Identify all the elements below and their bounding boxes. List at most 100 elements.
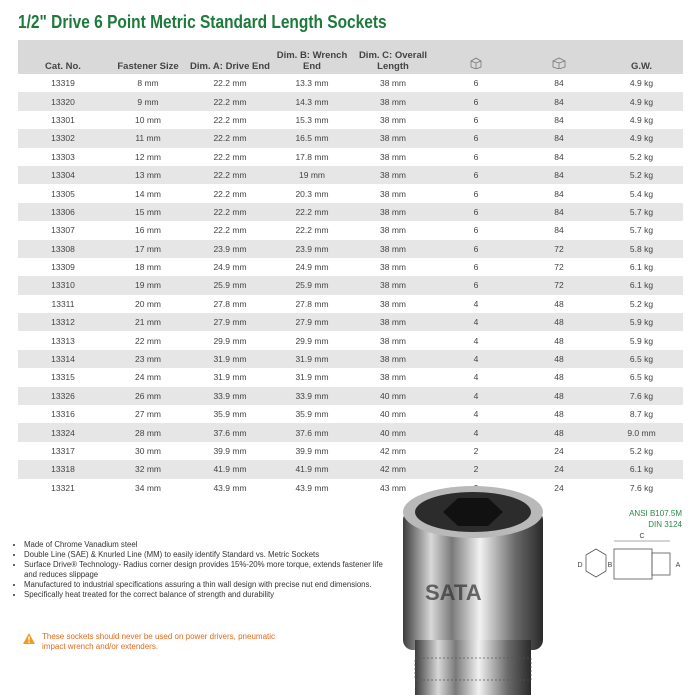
column-header: [434, 40, 518, 74]
table-cell: 22.2 mm: [272, 221, 352, 240]
knurl-band: [414, 657, 532, 681]
feature: Made of Chrome Vanadium steel: [24, 540, 394, 550]
table-cell: 84: [518, 110, 600, 130]
table-cell: 13313: [18, 331, 108, 350]
table-cell: 22.2 mm: [188, 202, 272, 222]
column-header: Cat. No.: [18, 40, 108, 74]
table-cell: 13302: [18, 129, 108, 148]
table-row: 13317 30 mm 39.9 mm 39.9 mm 42 mm 2 24 5.2 kg: [18, 441, 683, 461]
table-cell: 7.6 kg: [600, 478, 683, 497]
table-cell: 13321: [18, 478, 108, 497]
table-cell: 13306: [18, 202, 108, 222]
table-cell: 5.2 kg: [600, 165, 683, 185]
table-cell: 30 mm: [108, 441, 188, 461]
feature: Surface Drive® Technology- Radius corner…: [24, 560, 394, 580]
table-body: 13319 8 mm 22.2 mm 13.3 mm 38 mm 6 84 4.9 kg 133…: [18, 74, 683, 497]
table-cell: 13305: [18, 184, 108, 203]
table-cell: 38 mm: [352, 92, 434, 111]
table-cell: 4: [434, 313, 518, 332]
standard: ANSI B107.5M: [629, 509, 682, 518]
table-cell: 23 mm: [108, 349, 188, 369]
table-cell: 15.3 mm: [272, 110, 352, 130]
table-cell: 12 mm: [108, 147, 188, 166]
table-cell: 14 mm: [108, 184, 188, 203]
socket-brand: SATA: [425, 580, 482, 605]
table-row: 13315 24 mm 31.9 mm 31.9 mm 38 mm 4 48 6.5 kg: [18, 368, 683, 387]
table-cell: 13324: [18, 423, 108, 442]
socket-image: SATA: [403, 486, 543, 695]
table-cell: 4.9 kg: [600, 110, 683, 130]
table-cell: 48: [518, 386, 600, 406]
table-cell: 14.3 mm: [272, 92, 352, 111]
socket-body: [403, 510, 543, 650]
table-cell: 84: [518, 184, 600, 203]
warning: These sockets should never be used on po…: [22, 632, 282, 652]
table-cell: 22.2 mm: [188, 110, 272, 130]
dim-label: B: [608, 562, 613, 569]
table-cell: 19 mm: [272, 165, 352, 185]
table-cell: 6.1 kg: [600, 460, 683, 479]
table-cell: 24.9 mm: [272, 257, 352, 277]
table-cell: 13320: [18, 92, 108, 111]
table-cell: 42 mm: [352, 460, 434, 479]
table-cell: 38 mm: [352, 239, 434, 258]
table-cell: 27.9 mm: [272, 313, 352, 332]
table-cell: 13319: [18, 74, 108, 93]
table-cell: 27.9 mm: [188, 313, 272, 332]
column-header: G.W.: [600, 40, 683, 74]
dim-label: A: [676, 562, 681, 569]
table-cell: 9 mm: [108, 92, 188, 111]
table-row: 13318 32 mm 41.9 mm 41.9 mm 42 mm 2 24 6.1 kg: [18, 460, 683, 479]
table-cell: 38 mm: [352, 165, 434, 185]
table-cell: 13.3 mm: [272, 74, 352, 93]
table-cell: 38 mm: [352, 110, 434, 130]
table-cell: 6.5 kg: [600, 368, 683, 387]
table-cell: 25.9 mm: [188, 276, 272, 295]
table-cell: 19 mm: [108, 276, 188, 295]
table-cell: 11 mm: [108, 129, 188, 148]
table-cell: 5.4 kg: [600, 184, 683, 203]
table-row: 13311 20 mm 27.8 mm 27.8 mm 38 mm 4 48 5.2 kg: [18, 294, 683, 314]
table-cell: 38 mm: [352, 294, 434, 314]
table-cell: 13 mm: [108, 165, 188, 185]
table-row: 13324 28 mm 37.6 mm 37.6 mm 40 mm 4 48 9.0 mm: [18, 423, 683, 442]
table-cell: 6: [434, 202, 518, 222]
standard: DIN 3124: [648, 520, 682, 529]
table-cell: 41.9 mm: [188, 460, 272, 479]
table-cell: 22.2 mm: [188, 147, 272, 166]
table-cell: 2: [434, 460, 518, 479]
header-row: Cat. No. Fastener Size Dim. A: Drive End…: [18, 40, 683, 74]
table-cell: 38 mm: [352, 349, 434, 369]
table-header: Cat. No. Fastener Size Dim. A: Drive End…: [18, 40, 683, 74]
table-cell: 35.9 mm: [272, 405, 352, 424]
table-cell: 15 mm: [108, 202, 188, 222]
table-cell: 84: [518, 202, 600, 222]
table-row: 13305 14 mm 22.2 mm 20.3 mm 38 mm 6 84 5.4 kg: [18, 184, 683, 203]
table-cell: 6: [434, 147, 518, 166]
table-cell: 22.2 mm: [188, 74, 272, 93]
table-cell: 38 mm: [352, 147, 434, 166]
table-cell: 38 mm: [352, 221, 434, 240]
table-cell: 37.6 mm: [272, 423, 352, 442]
table-cell: 38 mm: [352, 184, 434, 203]
table-cell: 13303: [18, 147, 108, 166]
table-cell: 13310: [18, 276, 108, 295]
table-cell: 31.9 mm: [188, 368, 272, 387]
table-cell: 21 mm: [108, 313, 188, 332]
table-cell: 22.2 mm: [188, 221, 272, 240]
table-cell: 4: [434, 331, 518, 350]
table-row: 13307 16 mm 22.2 mm 22.2 mm 38 mm 6 84 5.7 kg: [18, 221, 683, 240]
table-cell: 23.9 mm: [188, 239, 272, 258]
warning-icon: [23, 633, 35, 644]
table-cell: 28 mm: [108, 423, 188, 442]
table-cell: 22.2 mm: [272, 202, 352, 222]
table-row: 13309 18 mm 24.9 mm 24.9 mm 38 mm 6 72 6.1 kg: [18, 257, 683, 277]
table-cell: 33.9 mm: [272, 386, 352, 406]
table-cell: 13309: [18, 257, 108, 277]
title: 1/2" Drive 6 Point Metric Standard Lengt…: [18, 12, 387, 32]
table-cell: 29.9 mm: [188, 331, 272, 350]
table-cell: 7.6 kg: [600, 386, 683, 406]
table-cell: 72: [518, 257, 600, 277]
table-cell: 13316: [18, 405, 108, 424]
